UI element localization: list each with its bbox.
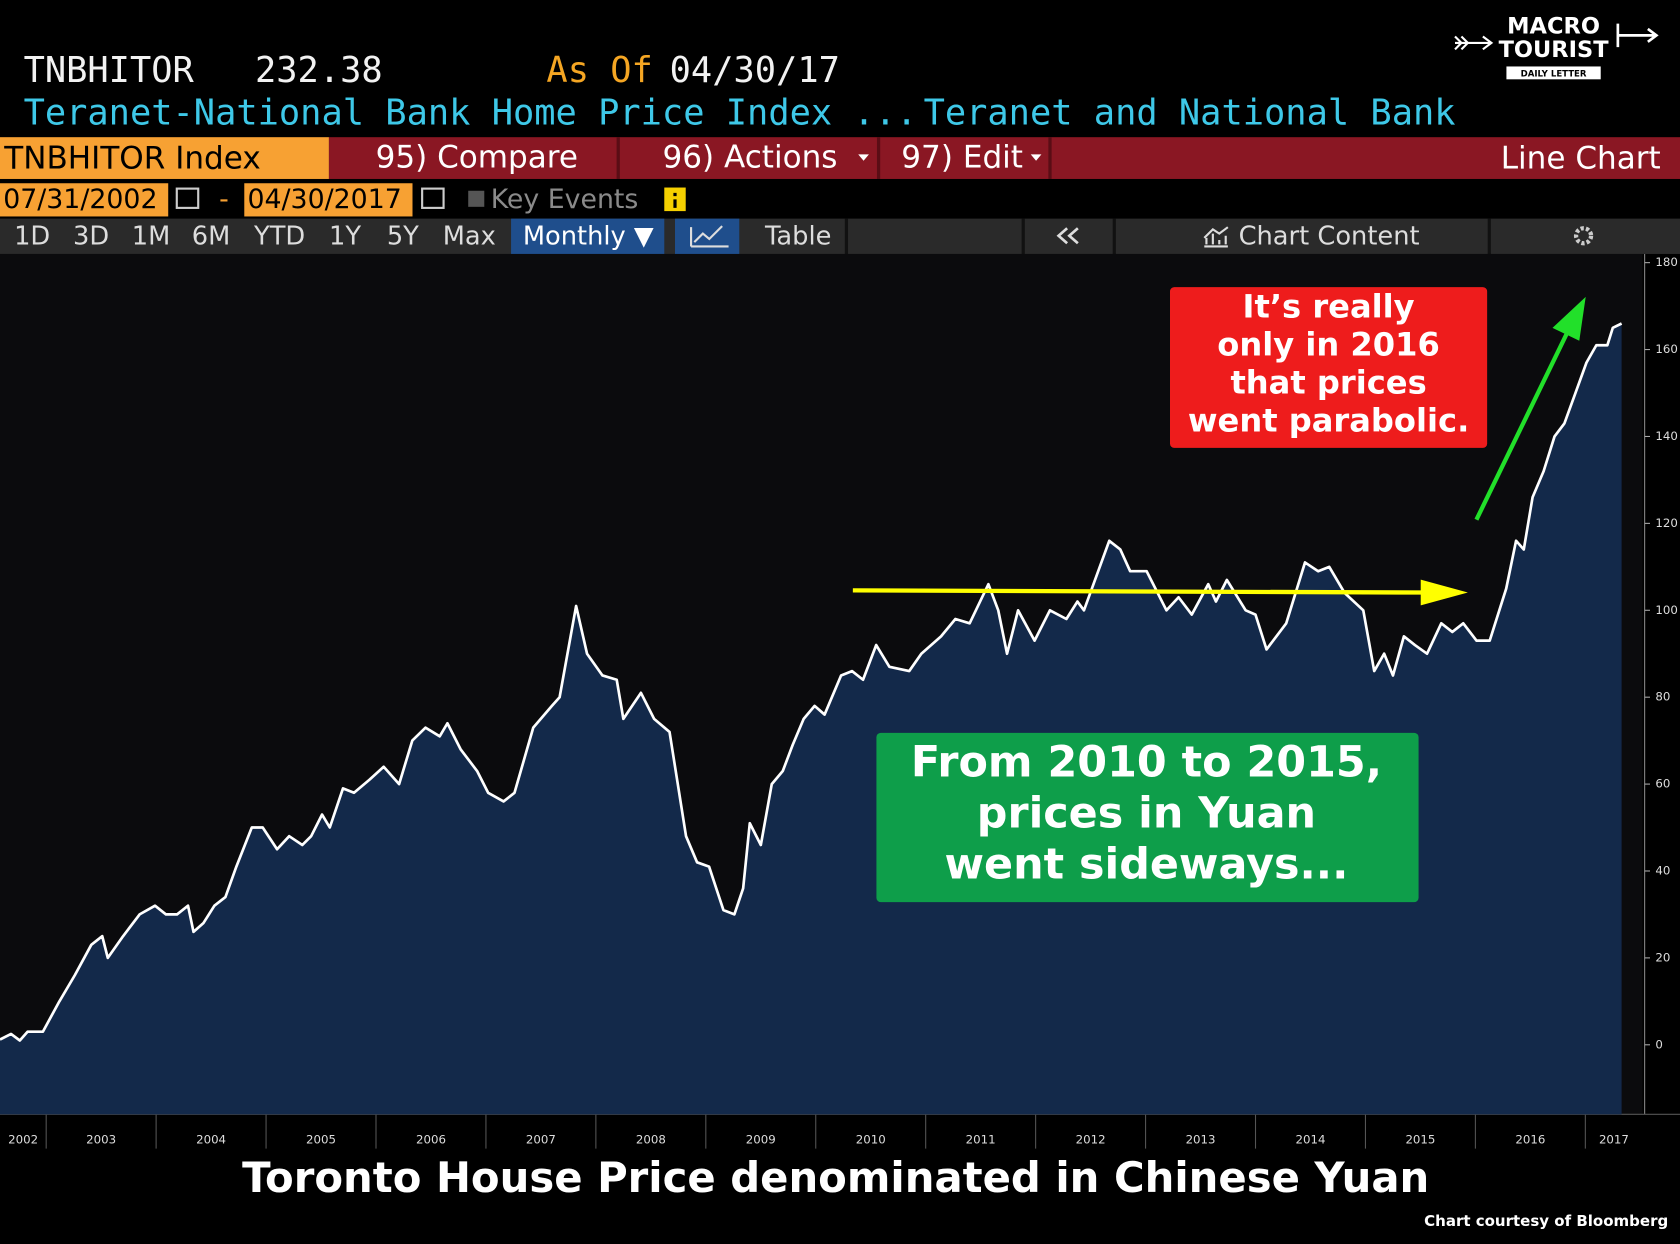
arrow-head: [1420, 579, 1468, 606]
annotation-text: only in 2016: [1217, 326, 1440, 364]
arrow-shaft: [1474, 333, 1569, 521]
logo-line2: TOURIST: [1499, 37, 1610, 63]
as-of-label: As Of: [546, 50, 652, 91]
x-tick-label: 2014: [1296, 1133, 1326, 1147]
end-date-box[interactable]: [244, 183, 413, 217]
y-tick-label: 60: [1655, 777, 1670, 791]
start-date-box[interactable]: [0, 183, 169, 217]
menu-separators: [616, 137, 1052, 179]
x-tick-label: 2004: [196, 1133, 226, 1147]
x-tick-label: 2013: [1186, 1133, 1216, 1147]
menu-button[interactable]: 96) Actions: [663, 140, 838, 176]
end-date: 04/30/2017: [247, 184, 401, 215]
collapse-icon[interactable]: [1056, 227, 1079, 245]
frequency-box[interactable]: [511, 218, 665, 254]
menu-bar: [328, 137, 1680, 179]
range-button[interactable]: YTD: [253, 221, 305, 251]
frequency: Monthly ▼: [523, 221, 654, 251]
date-separator: -: [219, 184, 229, 215]
start-date: 07/31/2002: [3, 184, 157, 215]
arrow-head: [1552, 296, 1586, 341]
x-tick-label: 2012: [1076, 1133, 1106, 1147]
security-box[interactable]: [0, 137, 329, 179]
logo-tagline: DAILY LETTER: [1521, 69, 1587, 79]
index-source: Teranet and National Bank: [924, 93, 1456, 134]
calendar-icon[interactable]: [421, 187, 445, 209]
x-tick-label: 2016: [1515, 1133, 1545, 1147]
annotation-box: [1170, 287, 1488, 448]
menu-button[interactable]: 97) Edit: [901, 140, 1023, 176]
range-bar: [0, 218, 1680, 254]
logo: MACRO TOURIST DAILY LETTER: [1454, 13, 1659, 80]
range-button[interactable]: Max: [443, 221, 496, 251]
annotation-box: [876, 732, 1419, 903]
annotation-text: went sideways...: [944, 839, 1348, 889]
chart-title: Toronto House Price denominated in Chine…: [242, 1153, 1429, 1202]
area: [0, 323, 1622, 1115]
annotation-text: prices in Yuan: [977, 788, 1316, 838]
security: TNBHITOR Index: [3, 141, 260, 177]
arrow-shaft: [852, 588, 1426, 595]
logo-arrow-left: [1454, 35, 1494, 51]
as-of-date: 04/30/17: [670, 50, 840, 91]
x-tick-label: 2009: [746, 1133, 776, 1147]
range-button[interactable]: 6M: [192, 221, 231, 251]
y-tick-label: 0: [1655, 1037, 1663, 1051]
table-button[interactable]: Table: [764, 221, 831, 251]
menu-button[interactable]: 95) Compare: [376, 140, 578, 176]
x-tick-label: 2002: [8, 1133, 38, 1147]
logo-arrow-right: [1616, 23, 1659, 48]
x-tick-label: 2011: [966, 1133, 996, 1147]
y-tick-label: 80: [1655, 690, 1670, 704]
chart-view-icon: [690, 225, 729, 248]
range-button[interactable]: 1Y: [329, 221, 361, 251]
green-arrow: [1474, 296, 1586, 521]
y-tick-label: 160: [1655, 342, 1677, 356]
x-tick-label: 2006: [416, 1133, 446, 1147]
range-button[interactable]: 3D: [73, 221, 109, 251]
y-tick-label: 40: [1655, 863, 1670, 877]
chart-content[interactable]: Chart Content: [1239, 221, 1420, 251]
x-tick-label: 2003: [86, 1133, 116, 1147]
y-tick-label: 140: [1655, 429, 1677, 443]
y-tick-label: 100: [1655, 603, 1677, 617]
x-tick-label: 2005: [306, 1133, 336, 1147]
logo-line1: MACRO: [1507, 13, 1600, 39]
range-separators: [844, 218, 1491, 254]
index-name: Teranet-National Bank Home Price Index .…: [24, 93, 918, 134]
chart-content-icon: [1203, 226, 1229, 248]
settings-icon[interactable]: [1573, 226, 1594, 246]
logo-tag-box: [1506, 66, 1601, 80]
y-tick-label: 180: [1655, 255, 1677, 269]
y-tick-label: 120: [1655, 516, 1677, 530]
ticker: TNBHITOR: [24, 50, 195, 91]
x-tick-label: 2010: [856, 1133, 886, 1147]
annotation-text: It’s really: [1243, 288, 1415, 326]
chart-credit: Chart courtesy of Bloomberg: [1424, 1212, 1668, 1230]
range-button[interactable]: 5Y: [387, 221, 419, 251]
x-tick-label: 2017: [1599, 1133, 1629, 1147]
range-button[interactable]: 1D: [14, 221, 50, 251]
x-tick-label: 2007: [526, 1133, 556, 1147]
x-tick-label: 2015: [1405, 1133, 1435, 1147]
price: 232.38: [255, 50, 383, 91]
chart-type[interactable]: Line Chart: [1501, 141, 1661, 177]
x-tick-label: 2008: [636, 1133, 666, 1147]
annotation-text: that prices: [1230, 364, 1426, 402]
key-events: Key Events: [491, 184, 639, 215]
key-events-checkbox[interactable]: [468, 190, 485, 207]
yellow-arrow: [852, 579, 1468, 606]
annotation-text: went parabolic.: [1188, 402, 1469, 440]
calendar-icon[interactable]: [175, 187, 200, 209]
range-button[interactable]: 1M: [132, 221, 171, 251]
annotation-text: From 2010 to 2015,: [911, 738, 1382, 788]
y-tick-label: 20: [1655, 950, 1670, 964]
line: [0, 322, 1623, 1042]
